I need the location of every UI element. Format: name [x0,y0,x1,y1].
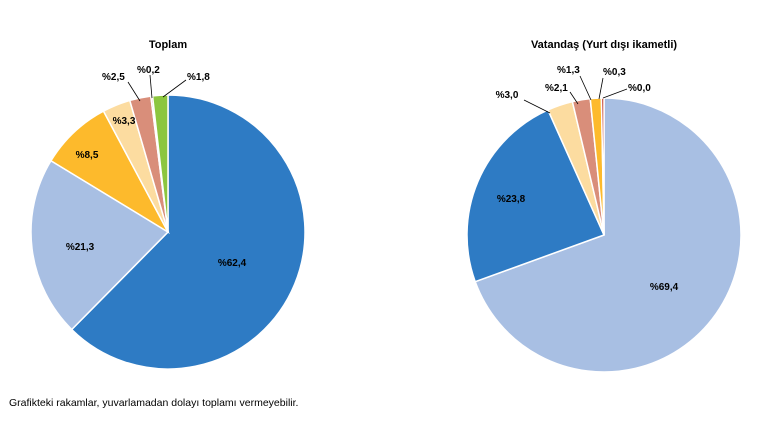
chart-title: Vatandaş (Yurt dışı ikametli) [531,39,677,51]
pie-chart-1: Toplam %62,4 %21,3 %8,5 %3,3 %2,5 %0,2 %1,8 [30,39,306,370]
slice-label: %62,4 [218,258,247,269]
leader-line [127,81,141,102]
pie-chart-2: Vatandaş (Yurt dışı ikametli) %69,4 %23,8%… [466,39,742,373]
chart-title: Toplam [149,39,188,51]
slice-label: %69,4 [650,282,679,293]
leader-line [162,79,187,98]
leader-line [579,75,592,101]
pie-slice [151,94,169,233]
leader-line [523,99,551,114]
footnote: Grafikteki rakamlar, yuvarlamadan dolayı… [9,397,299,409]
pie-slice [30,159,170,331]
slice-label: %2,5 [102,72,125,83]
slice-label: %1,8 [187,72,210,83]
slice-label: %0,2 [137,65,160,76]
slice-label: %0,3 [603,67,626,78]
slice-label: %0,0 [628,83,651,94]
leader-line [569,91,579,105]
slice-label: %3,0 [496,90,519,101]
slice-label: %21,3 [66,242,95,253]
pie-slice [70,94,306,370]
leader-line [598,77,604,100]
slice-label: %2,1 [545,83,568,94]
slice-label: %3,3 [113,116,136,127]
slice-label: %1,3 [557,65,580,76]
pie-slice [466,108,606,283]
leader-line [149,74,153,99]
slice-label: %8,5 [76,150,99,161]
pie-slice [474,97,742,373]
leader-line [602,88,628,99]
slice-label: %23,8 [497,194,526,205]
